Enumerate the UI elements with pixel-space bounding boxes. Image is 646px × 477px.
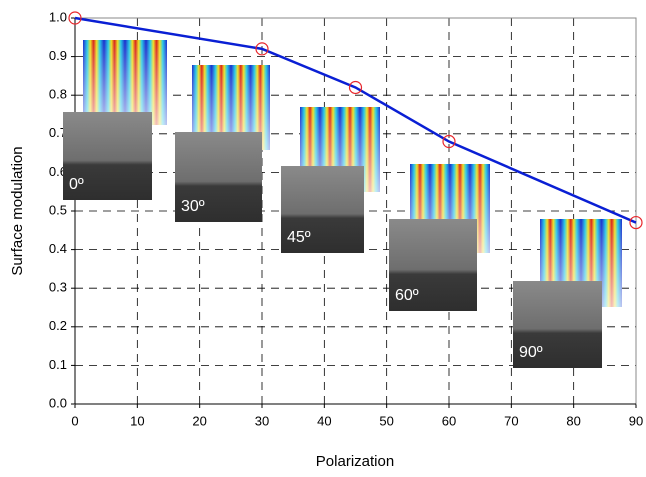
point-marker xyxy=(255,42,269,56)
series-line xyxy=(74,16,637,224)
inset-sem xyxy=(281,166,364,253)
y-tick-label: 0.5 xyxy=(49,202,67,217)
y-tick-label: 0.8 xyxy=(49,87,67,102)
x-tick-label: 10 xyxy=(130,413,144,428)
x-tick-label: 20 xyxy=(192,413,206,428)
inset-sem xyxy=(513,281,602,368)
x-tick-label: 80 xyxy=(566,413,580,428)
y-tick-label: 1.0 xyxy=(49,9,67,24)
x-tick-label: 60 xyxy=(442,413,456,428)
x-tick-label: 40 xyxy=(317,413,331,428)
inset-label: 60º xyxy=(395,287,419,304)
inset-sem xyxy=(63,112,152,200)
x-tick-label: 70 xyxy=(504,413,518,428)
y-axis-title: Surface modulation xyxy=(9,146,26,275)
y-tick-label: 0.0 xyxy=(49,395,67,410)
y-tick-label: 0.7 xyxy=(49,125,67,140)
point-marker xyxy=(629,215,643,230)
inset-label: 0º xyxy=(69,176,84,193)
x-tick-label: 0 xyxy=(71,413,78,428)
x-axis-title: Polarization xyxy=(316,453,394,470)
point-marker xyxy=(68,11,82,25)
point-marker xyxy=(348,80,363,95)
y-tick-label: 0.4 xyxy=(49,241,67,256)
inset-label: 90º xyxy=(519,344,543,361)
inset-label: 30º xyxy=(181,198,205,215)
point-marker xyxy=(442,134,456,149)
inset-sem xyxy=(389,219,477,311)
y-tick-label: 0.2 xyxy=(49,318,67,333)
y-tick-label: 0.6 xyxy=(49,164,67,179)
x-tick-label: 90 xyxy=(629,413,643,428)
x-tick-label: 30 xyxy=(255,413,269,428)
inset-sem xyxy=(175,132,262,222)
inset-label: 45º xyxy=(287,229,311,246)
y-tick-label: 0.3 xyxy=(49,280,67,295)
y-tick-label: 0.1 xyxy=(49,357,67,372)
y-tick-label: 0.9 xyxy=(49,48,67,63)
x-tick-label: 50 xyxy=(379,413,393,428)
inset-map-fade xyxy=(83,40,167,125)
